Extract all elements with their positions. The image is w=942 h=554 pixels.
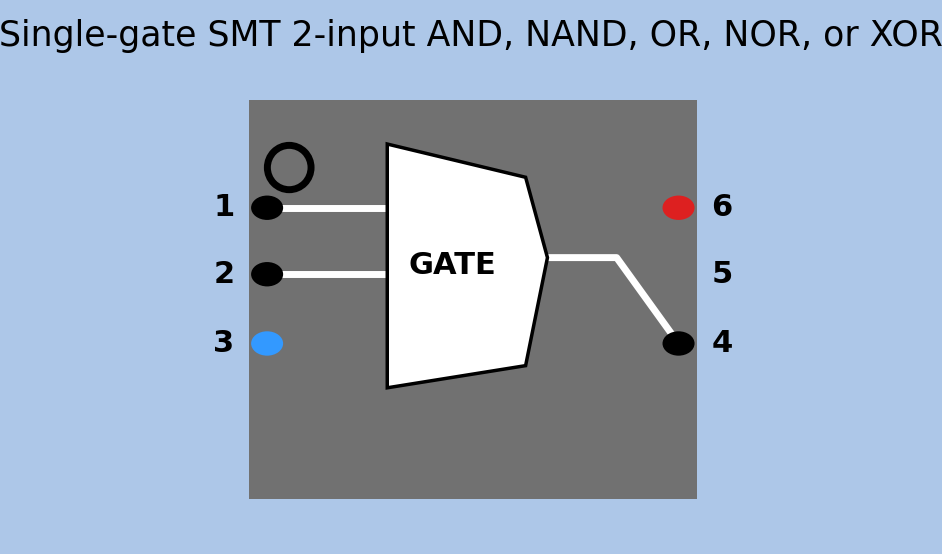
- Circle shape: [252, 196, 284, 220]
- Text: 6: 6: [711, 193, 733, 222]
- Text: 5: 5: [711, 260, 733, 289]
- Text: 3: 3: [213, 329, 235, 358]
- Circle shape: [662, 196, 694, 220]
- Text: Single-gate SMT 2-input AND, NAND, OR, NOR, or XOR: Single-gate SMT 2-input AND, NAND, OR, N…: [0, 19, 942, 53]
- Text: GATE: GATE: [409, 252, 496, 280]
- Ellipse shape: [268, 145, 311, 189]
- Circle shape: [252, 262, 284, 286]
- Text: 4: 4: [711, 329, 733, 358]
- Circle shape: [662, 331, 694, 356]
- Polygon shape: [387, 144, 547, 388]
- Text: 1: 1: [213, 193, 235, 222]
- Text: 2: 2: [213, 260, 235, 289]
- Bar: [249, 100, 697, 499]
- Circle shape: [252, 331, 284, 356]
